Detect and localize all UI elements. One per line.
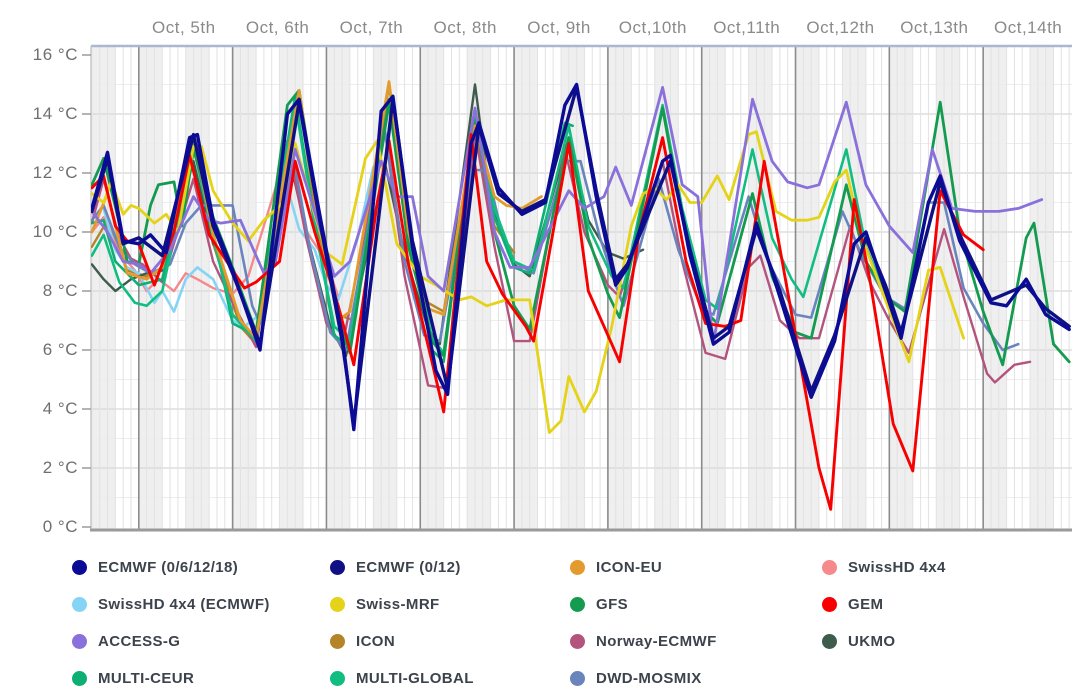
legend-label: SwissHD 4x4: [848, 558, 946, 576]
legend-color-dot-icon: [570, 633, 585, 649]
legend-color-dot-icon: [330, 559, 345, 575]
legend-color-dot-icon: [72, 559, 87, 575]
legend-color-dot-icon: [570, 596, 585, 612]
legend-item[interactable]: ECMWF (0/6/12/18): [72, 556, 330, 578]
legend-item[interactable]: GEM: [822, 593, 1022, 615]
x-axis-label: Oct, 9th: [527, 18, 591, 37]
legend-label: ACCESS-G: [98, 632, 181, 650]
y-axis-label: 14 °C: [32, 104, 78, 123]
series-line-swisshd-4x4: [91, 148, 340, 299]
legend-color-dot-icon: [72, 670, 87, 686]
legend-color-dot-icon: [330, 670, 345, 686]
series-line-access-g: [91, 86, 1044, 346]
legend-color-dot-icon: [330, 596, 345, 612]
legend-item[interactable]: UKMO: [822, 630, 1022, 652]
legend-label: MULTI-CEUR: [98, 669, 195, 687]
y-axis-label: 16 °C: [32, 45, 78, 64]
legend-item[interactable]: MULTI-CEUR: [72, 667, 330, 689]
series-line-swiss-mrf: [91, 130, 965, 435]
shade-band: [1030, 46, 1054, 530]
x-axis-label: Oct,10th: [618, 18, 688, 37]
legend-color-dot-icon: [822, 559, 837, 575]
legend-item[interactable]: ACCESS-G: [72, 630, 330, 652]
y-axis-label: 12 °C: [32, 163, 78, 182]
legend-item[interactable]: SwissHD 4x4 (ECMWF): [72, 593, 330, 615]
y-axis-label: 6 °C: [42, 340, 78, 359]
legend-label: DWD-MOSMIX: [596, 669, 702, 687]
series-line-norway-ecmwf: [91, 130, 1032, 390]
legend-color-dot-icon: [72, 633, 87, 649]
legend-color-dot-icon: [822, 596, 837, 612]
legend-color-dot-icon: [570, 559, 585, 575]
series-line-gem: [91, 133, 985, 511]
y-axis-label: 2 °C: [42, 458, 78, 477]
legend-item[interactable]: Norway-ECMWF: [570, 630, 822, 652]
legend-label: Norway-ECMWF: [596, 632, 717, 650]
legend-color-dot-icon: [570, 670, 585, 686]
legend-label: ICON-EU: [596, 558, 663, 576]
legend-item[interactable]: ICON-EU: [570, 556, 822, 578]
legend-item[interactable]: ICON: [330, 630, 570, 652]
legend-label: ECMWF (0/12): [356, 558, 461, 576]
x-axis-label: Oct,13th: [900, 18, 969, 37]
y-axis-label: 4 °C: [42, 399, 78, 418]
legend-label: MULTI-GLOBAL: [356, 669, 474, 687]
legend-label: ICON: [356, 632, 396, 650]
shade-band: [514, 46, 538, 530]
legend-label: GEM: [848, 595, 884, 613]
shade-band: [185, 46, 210, 530]
x-axis-label: Oct,12th: [806, 18, 875, 37]
legend-item[interactable]: GFS: [570, 593, 822, 615]
y-axis-label: 0 °C: [42, 517, 78, 536]
legend-item[interactable]: Swiss-MRF: [330, 593, 570, 615]
legend-label: SwissHD 4x4 (ECMWF): [98, 595, 270, 613]
legend-color-dot-icon: [822, 633, 837, 649]
series-line-gfs: [91, 89, 1071, 367]
x-axis-label: Oct, 6th: [245, 18, 310, 37]
legend-item[interactable]: MULTI-GLOBAL: [330, 667, 570, 689]
chart-legend: ECMWF (0/6/12/18) ECMWF (0/12) ICON-EU Swis…: [72, 556, 1062, 689]
legend-label: Swiss-MRF: [356, 595, 440, 613]
legend-item[interactable]: ECMWF (0/12): [330, 556, 570, 578]
x-axis-label: Oct,14th: [994, 18, 1063, 37]
series-line-ecmwf-0-6-12-18-: [91, 82, 1071, 432]
legend-item[interactable]: SwissHD 4x4: [822, 556, 1022, 578]
y-axis-label: 8 °C: [42, 281, 78, 300]
legend-color-dot-icon: [72, 596, 87, 612]
x-axis-label: Oct, 7th: [339, 18, 404, 37]
x-axis-label: Oct, 8th: [433, 18, 498, 37]
legend-label: UKMO: [848, 632, 896, 650]
legend-label: ECMWF (0/6/12/18): [98, 558, 239, 576]
legend-item[interactable]: DWD-MOSMIX: [570, 667, 822, 689]
legend-label: GFS: [596, 595, 629, 613]
y-axis-label: 10 °C: [32, 222, 78, 241]
shade-band: [748, 46, 773, 530]
legend-color-dot-icon: [330, 633, 345, 649]
shade-band: [654, 46, 679, 530]
x-axis-label: Oct, 5th: [152, 18, 216, 37]
x-axis-label: Oct,11th: [713, 18, 781, 37]
